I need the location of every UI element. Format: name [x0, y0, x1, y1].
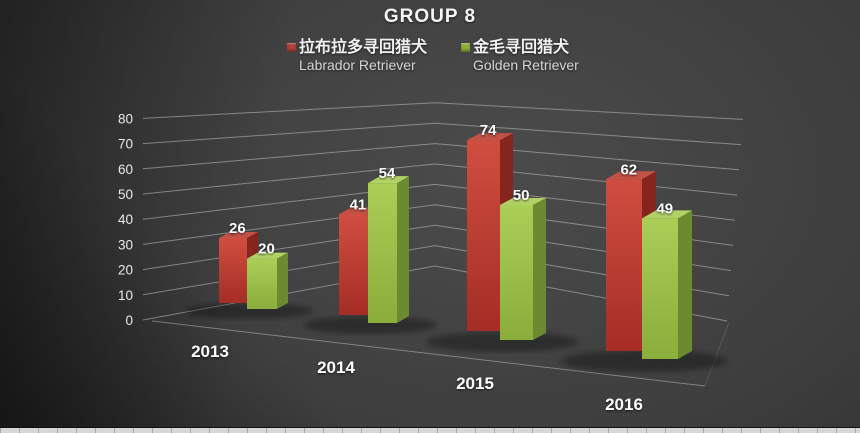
bar-2015-golden [500, 198, 546, 340]
bar-2013-golden [247, 252, 288, 309]
legend-label-golden-en: Golden Retriever [473, 57, 579, 73]
value-label-54: 54 [379, 165, 396, 182]
bar-2014-golden [368, 176, 409, 323]
y-axis-label-50: 50 [118, 187, 133, 202]
legend-item-labrador: 拉布拉多寻回猎犬 Labrador Retriever [287, 38, 427, 74]
legend-label-labrador-cjk: 拉布拉多寻回猎犬 [299, 39, 428, 56]
y-axis-label-70: 70 [118, 137, 133, 152]
bar-shadow-2014 [303, 316, 437, 334]
y-axis-label-40: 40 [118, 212, 133, 227]
value-label-20: 20 [258, 241, 275, 258]
gridline-60 [142, 143, 740, 171]
floor-front-edge [151, 320, 706, 387]
y-axis-label-0: 0 [125, 313, 133, 328]
x-axis-label-2014: 2014 [317, 358, 355, 377]
bar-shadow-2015 [426, 332, 578, 352]
value-label-49: 49 [656, 200, 673, 217]
y-axis-label-30: 30 [118, 237, 133, 252]
value-label-26: 26 [229, 220, 246, 237]
legend-marker-green-icon [461, 43, 471, 52]
chart-title: GROUP 8 [383, 6, 477, 27]
legend-label-labrador-en: Labrador Retriever [299, 57, 416, 73]
gridline-70 [142, 122, 742, 146]
legend-item-golden: 金毛寻回猎犬 Golden Retriever [461, 38, 579, 74]
bar-shadow-2013 [184, 303, 314, 319]
y-axis-label-60: 60 [118, 162, 133, 177]
value-label-41: 41 [350, 197, 367, 214]
bar-2016-golden [642, 210, 692, 359]
value-label-74: 74 [480, 122, 497, 139]
y-axis-label-10: 10 [118, 288, 133, 303]
bottom-ruler [0, 427, 860, 433]
legend: 拉布拉多寻回猎犬 Labrador Retriever 金毛寻回猎犬 Golde… [287, 38, 579, 74]
value-label-62: 62 [620, 161, 637, 178]
legend-marker-red-icon [287, 43, 296, 52]
legend-label-golden-cjk: 金毛寻回猎犬 [473, 39, 570, 56]
x-axis-label-2016: 2016 [605, 395, 643, 414]
gridline-80 [142, 102, 744, 120]
floor-right-edge [704, 321, 730, 387]
value-label-50: 50 [513, 187, 530, 204]
x-axis-label-2013: 2013 [191, 342, 229, 361]
y-axis-label-20: 20 [118, 263, 133, 278]
x-axis-label-2015: 2015 [456, 374, 494, 393]
bar-shadow-2016 [561, 350, 727, 372]
y-axis-label-80: 80 [118, 111, 133, 126]
